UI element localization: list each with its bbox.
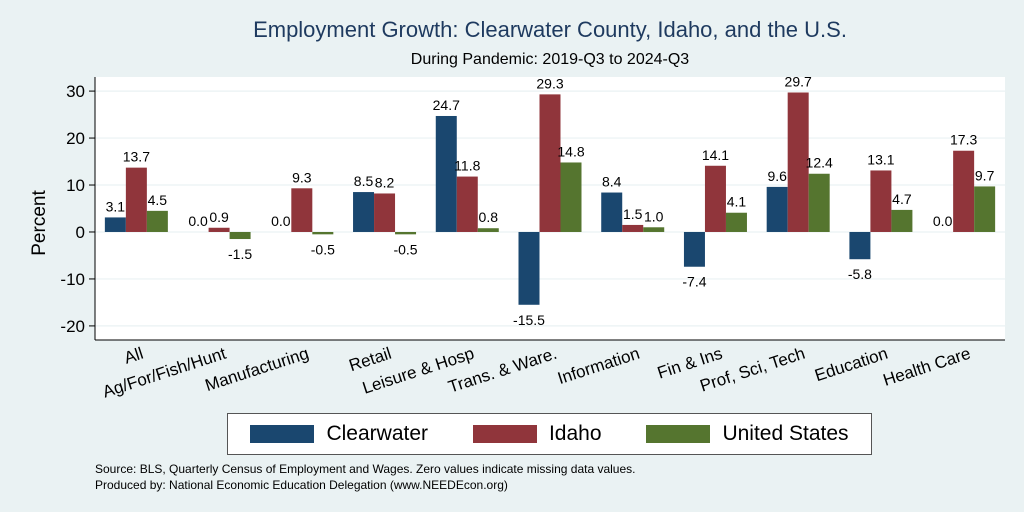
data-label-clearwater-all: 3.1 [106, 198, 126, 214]
data-label-idaho-all: 13.7 [123, 149, 150, 165]
data-label-united-states-trans-ware: 14.8 [557, 143, 584, 159]
data-label-clearwater-health-care: 0.0 [933, 213, 953, 229]
bar-idaho-health-care [953, 150, 975, 232]
data-label-united-states-prof-sci-tech: 12.4 [806, 155, 833, 171]
y-tick-label: 10 [66, 176, 85, 195]
bar-clearwater-leisure-hosp [435, 115, 457, 232]
data-label-idaho-education: 13.1 [867, 151, 894, 167]
bar-idaho-ag-for-fish-hunt [208, 227, 230, 232]
bar-clearwater-education [849, 231, 871, 260]
data-label-idaho-manufacturing: 9.3 [292, 169, 312, 185]
bar-united-states-leisure-hosp [477, 228, 499, 232]
bar-united-states-trans-ware [560, 162, 582, 232]
data-label-united-states-ag-for-fish-hunt: -1.5 [228, 246, 252, 262]
bar-clearwater-prof-sci-tech [766, 186, 788, 232]
legend-swatch-united-states [646, 425, 711, 443]
y-tick-label: -20 [60, 317, 85, 336]
chart-title: Employment Growth: Clearwater County, Id… [253, 17, 847, 42]
bar-united-states-prof-sci-tech [808, 173, 830, 232]
x-tick-label-information: Information [555, 344, 642, 388]
data-label-clearwater-retail: 8.5 [354, 173, 374, 189]
data-label-idaho-health-care: 17.3 [950, 132, 977, 148]
bar-idaho-manufacturing [291, 188, 313, 232]
data-label-united-states-education: 4.7 [892, 191, 912, 207]
data-label-united-states-health-care: 9.7 [975, 167, 995, 183]
y-tick-label: 20 [66, 129, 85, 148]
data-label-clearwater-trans-ware: -15.5 [513, 312, 545, 328]
y-tick-label: 0 [76, 223, 85, 242]
data-label-idaho-information: 1.5 [623, 206, 643, 222]
bar-united-states-health-care [974, 186, 996, 232]
data-label-united-states-manufacturing: -0.5 [311, 241, 335, 257]
x-tick-label-health-care: Health Care [881, 344, 973, 390]
data-label-clearwater-ag-for-fish-hunt: 0.0 [188, 213, 208, 229]
data-label-clearwater-leisure-hosp: 24.7 [433, 97, 460, 113]
bar-united-states-all [146, 210, 168, 232]
chart-subtitle: During Pandemic: 2019-Q3 to 2024-Q3 [410, 51, 690, 68]
bar-idaho-trans-ware [539, 94, 561, 232]
bar-clearwater-information [601, 192, 623, 232]
bar-united-states-fin-ins [725, 212, 747, 232]
bar-clearwater-all [104, 217, 126, 232]
x-tick-label-all: All [122, 344, 146, 368]
bar-idaho-education [870, 170, 892, 232]
x-tick-label-education: Education [812, 344, 890, 385]
bar-united-states-manufacturing [312, 231, 334, 235]
legend-item-clearwater: Clearwater [250, 422, 428, 446]
bar-idaho-information [622, 224, 644, 232]
bar-idaho-all [125, 167, 147, 232]
legend: Clearwater Idaho United States [227, 413, 872, 455]
legend-swatch-idaho [472, 425, 537, 443]
data-label-idaho-trans-ware: 29.3 [536, 75, 563, 91]
data-label-clearwater-information: 8.4 [602, 174, 622, 190]
bar-clearwater-fin-ins [683, 231, 705, 267]
data-label-united-states-retail: -0.5 [393, 241, 417, 257]
data-label-clearwater-prof-sci-tech: 9.6 [767, 168, 787, 184]
data-label-united-states-leisure-hosp: 0.8 [479, 209, 499, 225]
legend-swatch-clearwater [250, 425, 315, 443]
bar-clearwater-trans-ware [518, 231, 540, 305]
bar-clearwater-retail [353, 192, 375, 232]
data-label-idaho-ag-for-fish-hunt: 0.9 [209, 209, 229, 225]
footer-produced: Produced by: National Economic Education… [95, 478, 508, 492]
legend-label-clearwater: Clearwater [326, 422, 429, 445]
bar-united-states-information [643, 227, 665, 232]
bar-idaho-leisure-hosp [456, 176, 478, 232]
bar-idaho-fin-ins [704, 165, 726, 232]
data-label-united-states-information: 1.0 [644, 208, 664, 224]
footer-source: Source: BLS, Quarterly Census of Employm… [95, 462, 636, 476]
data-label-idaho-prof-sci-tech: 29.7 [785, 73, 812, 89]
data-label-clearwater-fin-ins: -7.4 [682, 274, 706, 290]
data-label-clearwater-education: -5.8 [848, 266, 872, 282]
data-label-clearwater-manufacturing: 0.0 [271, 213, 291, 229]
data-label-idaho-leisure-hosp: 11.8 [454, 158, 480, 174]
legend-label-idaho: Idaho [548, 422, 602, 445]
bar-united-states-ag-for-fish-hunt [229, 231, 251, 240]
bar-united-states-retail [395, 231, 417, 235]
bar-united-states-education [891, 209, 913, 232]
data-label-united-states-all: 4.5 [148, 192, 168, 208]
bar-idaho-retail [374, 193, 396, 232]
legend-label-united-states: United States [722, 422, 849, 445]
legend-item-united-states: United States [646, 422, 849, 446]
y-tick-label: -10 [60, 270, 85, 289]
legend-item-idaho: Idaho [472, 422, 602, 446]
y-tick-label: 30 [66, 82, 85, 101]
data-label-idaho-retail: 8.2 [375, 174, 395, 190]
data-label-idaho-fin-ins: 14.1 [702, 147, 729, 163]
bar-idaho-prof-sci-tech [787, 92, 809, 232]
data-label-united-states-fin-ins: 4.1 [727, 194, 747, 210]
